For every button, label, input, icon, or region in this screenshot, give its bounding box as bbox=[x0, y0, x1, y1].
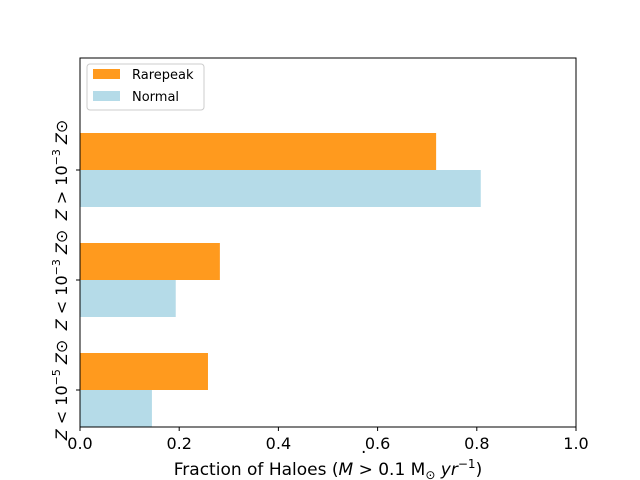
legend-swatch-rarepeak bbox=[93, 69, 120, 79]
x-tick-label-0: 0.0 bbox=[67, 434, 92, 453]
x-axis-ticks: 0.0 0.2 0.4 0.6 0.8 1.0 bbox=[67, 427, 589, 453]
x-tick-label-1: 0.2 bbox=[166, 434, 191, 453]
x-tick-label-4: 0.8 bbox=[464, 434, 489, 453]
y-axis-ticks: Z < 10−5 Z⊙ Z < 10−3 Z⊙ Z > 10−3 Z⊙ bbox=[50, 120, 80, 442]
legend-label-rarepeak: Rarepeak bbox=[132, 68, 194, 83]
bar-normal-2 bbox=[80, 170, 481, 207]
x-axis-label: Fraction of Haloes (M > 0.1 M⊙ yr−1) bbox=[174, 457, 482, 480]
bar-rarepeak-1 bbox=[80, 243, 220, 280]
bars-group bbox=[80, 133, 481, 427]
bar-normal-1 bbox=[80, 280, 176, 317]
legend-swatch-normal bbox=[93, 91, 120, 101]
plot-frame bbox=[79, 57, 577, 428]
y-tick-label-1: Z < 10−3 Z⊙ bbox=[50, 230, 71, 332]
y-tick-label-2: Z > 10−3 Z⊙ bbox=[50, 120, 71, 222]
bar-normal-0 bbox=[80, 390, 152, 427]
mdot-dot: · bbox=[361, 443, 366, 463]
bar-rarepeak-2 bbox=[80, 133, 437, 170]
legend: Rarepeak Normal bbox=[86, 63, 205, 111]
x-tick-label-2: 0.4 bbox=[266, 434, 291, 453]
x-tick-label-3: 0.6 bbox=[365, 434, 390, 453]
y-tick-label-0: Z < 10−5 Z⊙ bbox=[50, 340, 71, 442]
x-tick-label-5: 1.0 bbox=[563, 434, 588, 453]
legend-label-normal: Normal bbox=[132, 90, 179, 105]
bar-rarepeak-0 bbox=[80, 353, 208, 390]
